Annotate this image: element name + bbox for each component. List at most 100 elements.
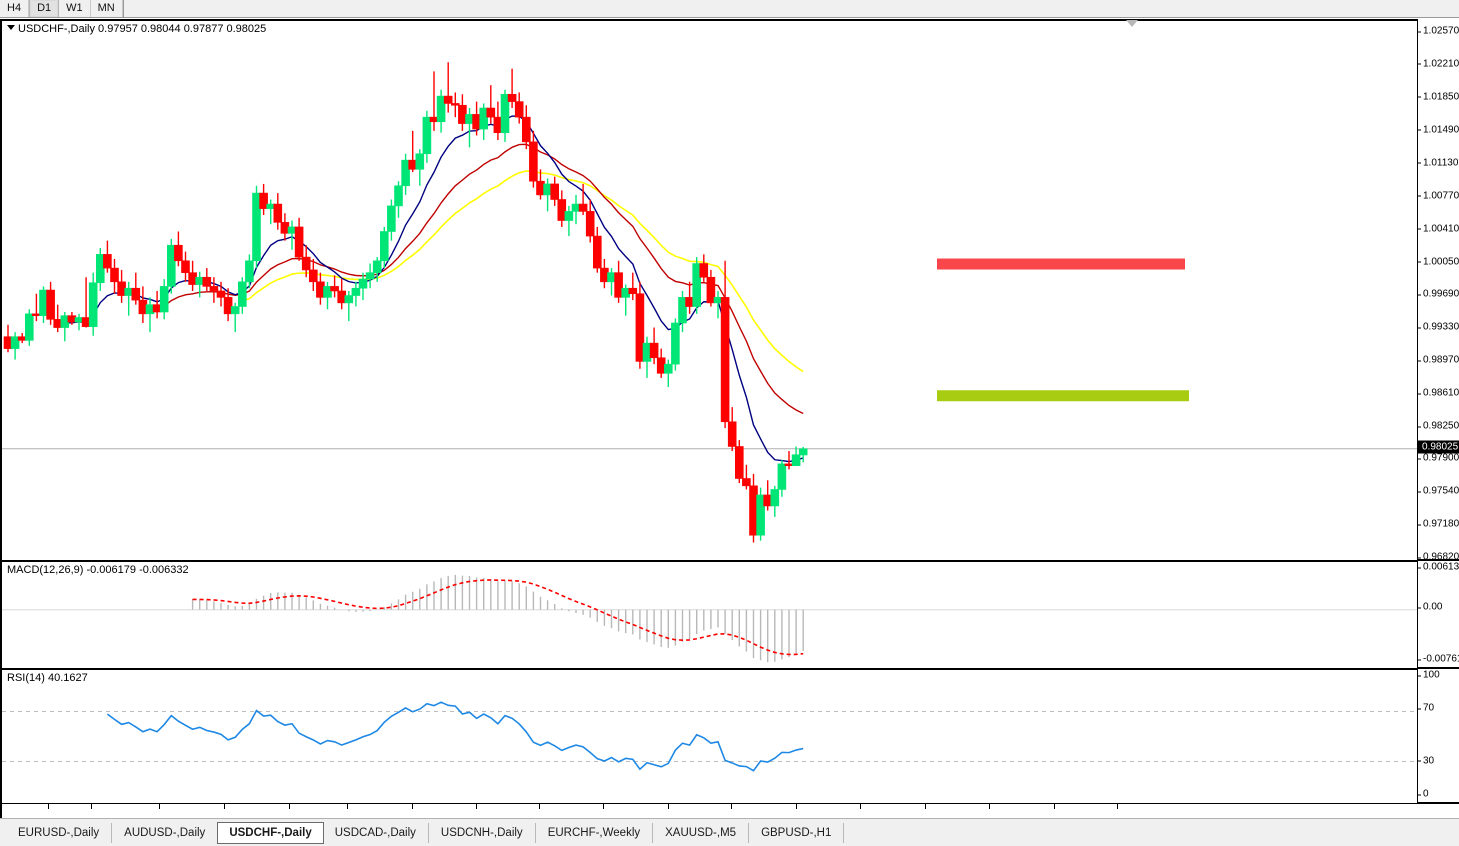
rsi-line — [106, 701, 804, 772]
price-scale-tick: 1.02210 — [1418, 58, 1459, 69]
price-scale-tick: 0.99690 — [1418, 289, 1459, 300]
candle-body — [443, 95, 453, 104]
ma-slow-yellow-line — [242, 170, 804, 373]
candle-body — [238, 281, 247, 307]
candle-body — [614, 272, 623, 298]
candle-body — [514, 101, 524, 118]
candle-body — [791, 454, 801, 466]
date-axis-tick — [412, 804, 413, 809]
ma-fast-blue-line — [64, 115, 804, 463]
candle-body — [692, 263, 702, 307]
symbol-tab-gbpusd[interactable]: GBPUSD-,H1 — [749, 822, 845, 843]
candle-body — [529, 141, 538, 182]
candle-body — [592, 235, 602, 269]
date-axis-tick — [1054, 804, 1055, 809]
candle-body — [770, 489, 780, 507]
candle-body — [330, 286, 339, 292]
candle-body — [798, 448, 808, 456]
candle-body — [110, 267, 119, 283]
candle-body — [174, 244, 183, 262]
candle-body — [138, 299, 148, 315]
candle-body — [287, 226, 297, 234]
candle-body — [209, 286, 219, 292]
price-pane[interactable]: USDCHF-,Daily 0.97957 0.98044 0.97877 0.… — [0, 21, 1418, 561]
symbol-tab-xauusd[interactable]: XAUUSD-,M5 — [653, 822, 750, 843]
timeframe-button-h4[interactable]: H4 — [0, 0, 30, 17]
toolbar-divider — [122, 0, 124, 17]
candle-body — [46, 289, 55, 320]
resistance-zone-line[interactable] — [937, 258, 1185, 270]
candle-body — [365, 272, 375, 280]
timeframe-button-w1[interactable]: W1 — [59, 0, 91, 17]
candle-body — [720, 297, 730, 423]
price-scale-tick: 1.01130 — [1418, 157, 1458, 168]
candle-body — [124, 287, 133, 296]
candle-body — [465, 114, 474, 124]
price-scale-tick: 1.01850 — [1418, 91, 1459, 102]
price-scale-tick: 0.97900 — [1418, 453, 1459, 464]
price-scale[interactable]: 1.02570 1.02210 1.01850 1.01490 1.01130 1.007… — [1418, 19, 1459, 817]
candle-body — [550, 183, 560, 200]
candle-body — [479, 107, 489, 130]
candle-body — [167, 244, 176, 287]
chart-top-marker-icon — [1126, 20, 1138, 27]
rsi-scale-tick: 100 — [1418, 670, 1440, 681]
candle-body — [216, 290, 226, 298]
price-scale-tick: 1.00050 — [1418, 256, 1459, 267]
symbol-tab-usdcnh[interactable]: USDCNH-,Daily — [429, 822, 536, 843]
candle-body — [245, 260, 254, 283]
date-axis-tick — [289, 804, 290, 809]
timeframe-toolbar: H4 D1 W1 MN — [0, 0, 1459, 18]
candle-body — [500, 93, 510, 134]
rsi-pane[interactable]: RSI(14) 40.1627 — [0, 669, 1418, 804]
symbol-tab-bar: EURUSD-,Daily AUDUSD-,Daily USDCHF-,Daily U… — [0, 818, 1459, 846]
macd-scale-tick: 0.00 — [1418, 602, 1442, 613]
candle-body — [181, 260, 190, 273]
candle-body — [578, 203, 588, 212]
macd-scale-tick: 0.00613 — [1418, 562, 1459, 573]
price-plot — [2, 62, 1417, 543]
candle-body — [628, 287, 638, 295]
symbol-tab-usdcad[interactable]: USDCAD-,Daily — [323, 822, 429, 843]
macd-histogram — [191, 574, 804, 663]
price-scale-tick: 0.98250 — [1418, 421, 1459, 432]
candle-body — [401, 159, 410, 187]
timeframe-button-d1[interactable]: D1 — [29, 0, 60, 17]
symbol-tab-eurchf[interactable]: EURCHF-,Weekly — [536, 822, 654, 843]
candle-body — [103, 254, 112, 269]
symbol-tab-audusd[interactable]: AUDUSD-,Daily — [112, 822, 219, 843]
candle-body — [358, 278, 368, 289]
date-axis-tick — [91, 804, 92, 809]
date-axis-tick — [668, 804, 669, 809]
rsi-scale-tick: 30 — [1418, 755, 1434, 766]
candle-body — [202, 276, 212, 287]
macd-plot — [2, 574, 1417, 663]
candlestick-series — [3, 62, 808, 543]
candle-body — [472, 114, 481, 130]
scale-divider — [1418, 802, 1459, 804]
collapse-caret-icon[interactable] — [7, 25, 15, 30]
date-axis-tick — [731, 804, 732, 809]
symbol-tab-eurusd[interactable]: EURUSD-,Daily — [6, 822, 113, 843]
macd-pane[interactable]: MACD(12,26,9) -0.006179 -0.006332 — [0, 561, 1418, 669]
date-axis-tick — [860, 804, 861, 809]
date-axis-tick — [476, 804, 477, 809]
price-pane-legend: USDCHF-,Daily 0.97957 0.98044 0.97877 0.… — [7, 23, 266, 35]
scale-divider — [1418, 667, 1459, 669]
candle-body — [756, 494, 765, 536]
candle-body — [394, 185, 403, 207]
timeframe-button-mn[interactable]: MN — [90, 0, 123, 17]
price-scale-tick: 0.96820 — [1418, 552, 1459, 563]
candle-body — [777, 463, 787, 490]
candle-body — [273, 203, 283, 223]
current-price-label: 0.98025 — [1418, 440, 1459, 454]
support-zone-line[interactable] — [937, 390, 1189, 402]
price-scale-tick: 0.98610 — [1418, 388, 1459, 399]
price-scale-tick: 1.02570 — [1418, 26, 1459, 37]
candle-body — [351, 287, 361, 296]
symbol-tab-usdchf[interactable]: USDCHF-,Daily — [217, 821, 324, 844]
chart-area[interactable]: USDCHF-,Daily 0.97957 0.98044 0.97877 0.… — [0, 19, 1459, 838]
candle-body — [742, 478, 751, 487]
candle-body — [10, 336, 20, 349]
